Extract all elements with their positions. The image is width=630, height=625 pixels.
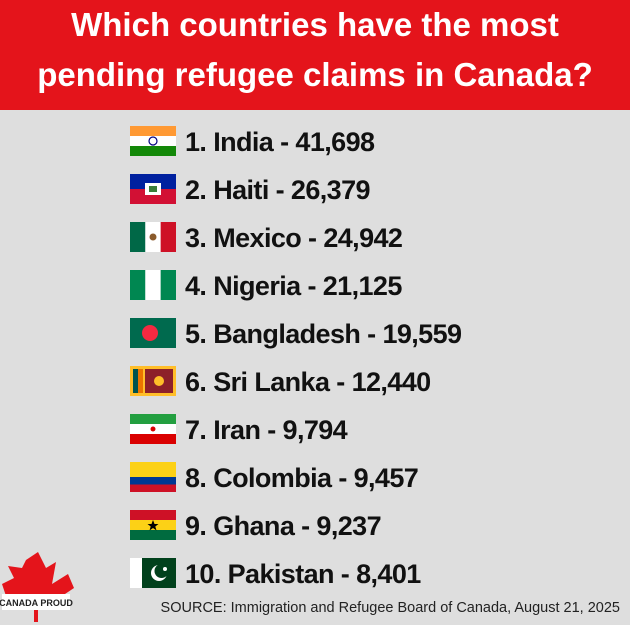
logo-text: CANADA PROUD — [0, 598, 73, 608]
title-line: Which countries have the most — [71, 6, 559, 43]
list-item: 6. Sri Lanka - 12,440 — [185, 367, 431, 397]
flag-emblem — [150, 426, 156, 432]
flag — [130, 510, 176, 540]
flag-emblem — [154, 376, 164, 386]
flag-stripe — [130, 146, 176, 156]
ranking-list: 1. India - 41,698 2. Haiti - 26,379 3. Mex… — [130, 126, 463, 589]
header-band — [0, 0, 630, 110]
leaf-stem — [34, 610, 38, 622]
flag-stripe — [130, 136, 176, 146]
flag — [130, 558, 176, 588]
flag-stripe — [133, 369, 138, 393]
flag-emblem — [149, 233, 157, 241]
flag-stripe — [130, 414, 176, 424]
flag — [130, 270, 176, 300]
flag-emblem — [147, 520, 159, 531]
flag-stripe — [145, 270, 161, 300]
flag — [130, 414, 176, 444]
source: SOURCE: Immigration and Refugee Board of… — [161, 600, 620, 616]
flag-emblem — [163, 567, 167, 571]
list-item: 3. Mexico - 24,942 — [185, 223, 402, 253]
list-item: 9. Ghana - 9,237 — [185, 511, 381, 541]
flag-stripe — [130, 462, 176, 477]
list-item: 7. Iran - 9,794 — [185, 415, 348, 445]
flag-emblem — [154, 564, 169, 578]
list-item: 8. Colombia - 9,457 — [185, 463, 418, 493]
flag-stripe — [130, 270, 146, 300]
flag — [130, 174, 176, 204]
flag-emblem — [142, 325, 158, 341]
logo: CANADA PROUD — [0, 552, 74, 622]
list-item: 5. Bangladesh - 19,559 — [185, 319, 462, 349]
flag-stripe — [130, 510, 176, 520]
title-line: pending refugee claims in Canada? — [37, 56, 593, 93]
flag-stripe — [130, 477, 176, 485]
flag-stripe — [130, 222, 146, 252]
flag-stripe — [130, 126, 176, 136]
flag-stripe — [138, 369, 143, 393]
flag-emblem — [149, 186, 157, 192]
flag-emblem — [148, 136, 158, 146]
flag-stripe — [160, 270, 176, 300]
flag-stripe — [130, 434, 176, 444]
flag-stripe — [130, 174, 176, 189]
flag — [130, 318, 176, 348]
flag — [130, 126, 176, 156]
flag-stripe — [130, 530, 176, 540]
list-item: 1. India - 41,698 — [185, 127, 375, 157]
list-item: 4. Nigeria - 21,125 — [185, 271, 402, 301]
flag-stripe — [130, 484, 176, 492]
list-item: 2. Haiti - 26,379 — [185, 175, 370, 205]
flag — [130, 462, 176, 492]
flag-stripe — [130, 189, 176, 204]
logo-box — [2, 594, 70, 610]
flag-stripe — [130, 558, 142, 588]
list-item: 10. Pakistan - 8,401 — [185, 559, 421, 589]
flag — [130, 222, 176, 252]
maple-leaf — [2, 552, 74, 596]
flag — [130, 366, 176, 396]
flag-stripe — [160, 222, 176, 252]
